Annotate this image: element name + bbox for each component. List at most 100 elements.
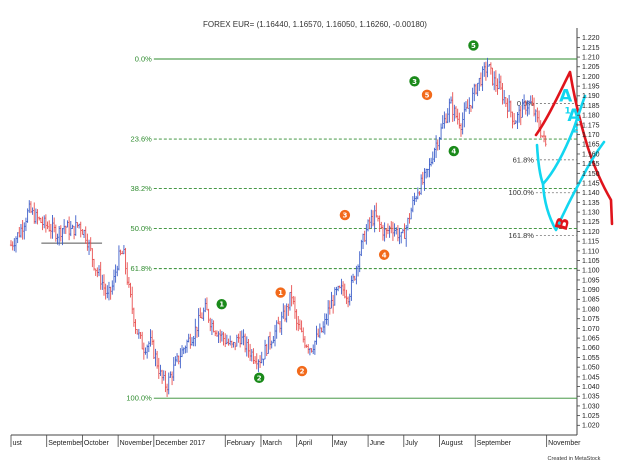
hand-annotation-1: 1 <box>565 106 571 116</box>
y-tick-label: 1.060 <box>582 345 600 352</box>
y-tick-label: 1.165 <box>582 142 600 149</box>
small-fib-level-label: 100.0% <box>508 188 534 197</box>
green-wave-marker-label: 4 <box>451 148 456 156</box>
y-tick-label: 1.220 <box>582 35 600 42</box>
y-tick-label: 1.025 <box>582 413 600 420</box>
y-tick-label: 1.205 <box>582 64 600 71</box>
fib-level-label: 38.2% <box>131 184 153 193</box>
green-wave-marker <box>216 298 227 310</box>
fib-level-label: 23.6% <box>131 135 153 144</box>
price-bars-group <box>9 57 547 397</box>
cyan-correction-path-lower <box>541 140 606 232</box>
x-tick-label: October <box>84 440 110 447</box>
x-tick-label: September <box>477 440 512 447</box>
y-tick-label: 1.145 <box>582 180 600 187</box>
fib-level-label: 61.8% <box>131 264 153 273</box>
green-wave-marker-label: 2 <box>257 374 262 382</box>
x-tick-label: September <box>48 440 83 447</box>
y-tick-label: 1.095 <box>582 277 600 284</box>
y-tick-label: 1.130 <box>582 210 600 217</box>
x-tick-label: July <box>405 440 418 447</box>
y-tick-label: 1.075 <box>582 316 600 323</box>
y-tick-label: 1.200 <box>582 74 600 81</box>
green-wave-marker <box>253 372 265 384</box>
hand-annotation-B: B <box>552 215 575 233</box>
x-tick-label: August <box>441 440 463 447</box>
orange-wave-marker <box>296 365 308 377</box>
x-tick-label: December 2017 <box>155 440 205 447</box>
orange-wave-marker-label: 4 <box>382 251 387 259</box>
y-tick-label: 1.175 <box>582 122 600 129</box>
green-wave-marker-label: 1 <box>219 301 224 309</box>
small-fib-level-label: 161.8% <box>508 231 534 240</box>
green-wave-marker <box>448 145 460 157</box>
small-fib-level-label: 61.8% <box>513 155 535 164</box>
orange-wave-marker-label: 1 <box>278 289 283 297</box>
red-projection-path <box>534 70 614 226</box>
x-tick-label: June <box>370 440 385 447</box>
y-tick-label: 1.150 <box>582 171 600 178</box>
y-tick-label: 1.185 <box>582 103 600 110</box>
y-tick-label: 1.035 <box>582 394 600 401</box>
y-tick-label: 1.120 <box>582 229 600 236</box>
y-tick-label: 1.195 <box>582 84 600 91</box>
y-tick-label: 1.125 <box>582 219 600 226</box>
y-tick-label: 1.100 <box>582 268 600 275</box>
orange-wave-marker <box>421 89 433 101</box>
y-tick-label: 1.155 <box>582 161 600 168</box>
green-wave-marker-label: 5 <box>471 42 476 50</box>
elliott-wave-markers-group: 1 2 3 4 5 1 2 3 4 5 <box>216 40 479 384</box>
y-tick-label: 1.090 <box>582 287 600 294</box>
y-tick-label: 1.170 <box>582 132 600 139</box>
x-tick-label: November <box>120 440 153 447</box>
y-tick-label: 1.065 <box>582 335 600 342</box>
x-tick-label: November <box>548 440 581 447</box>
x-tick-label: February <box>227 440 256 447</box>
y-tick-label: 1.140 <box>582 190 600 197</box>
cyan-correction-path-upper <box>535 94 587 186</box>
fib-level-label: 0.0% <box>135 55 152 64</box>
y-tick-label: 1.030 <box>582 403 600 410</box>
hand-annotation-A: A <box>559 87 573 107</box>
y-tick-label: 1.105 <box>582 258 600 265</box>
y-tick-label: 1.055 <box>582 355 600 362</box>
green-wave-marker-label: 3 <box>412 78 417 86</box>
orange-wave-marker <box>339 209 351 221</box>
orange-wave-marker-label: 2 <box>300 368 305 376</box>
y-tick-label: 1.210 <box>582 54 600 61</box>
x-tick-label: ust <box>13 440 22 447</box>
orange-wave-marker <box>378 249 390 260</box>
metastock-credit: Created in MetaStock <box>548 456 601 462</box>
hand-annotation-A: A <box>567 106 581 126</box>
orange-wave-marker-label: 5 <box>425 91 430 99</box>
chart-title: FOREX EUR= (1.16440, 1.16570, 1.16050, 1… <box>203 20 427 29</box>
y-tick-label: 1.080 <box>582 306 600 313</box>
orange-wave-marker-label: 3 <box>342 212 347 220</box>
green-wave-marker <box>409 76 420 87</box>
y-tick-label: 1.215 <box>582 45 600 52</box>
x-tick-label: April <box>298 440 312 447</box>
orange-wave-marker <box>275 287 286 298</box>
x-tick-label: May <box>334 440 348 447</box>
hand-annotation-2: 2 <box>572 126 578 136</box>
y-tick-label: 1.160 <box>582 151 600 158</box>
fib-level-label: 50.0% <box>131 224 153 233</box>
y-tick-label: 1.020 <box>582 423 600 430</box>
fibonacci-retracement-group: 0.0%23.6%38.2%50.0%61.8%100.0%0.0%61.8%1… <box>126 55 577 403</box>
y-tick-label: 1.115 <box>582 239 599 246</box>
fib-level-label: 100.0% <box>126 394 152 403</box>
y-tick-label: 1.070 <box>582 326 600 333</box>
y-tick-label: 1.180 <box>582 113 600 120</box>
green-wave-marker <box>468 40 479 51</box>
y-tick-label: 1.190 <box>582 93 600 100</box>
y-tick-label: 1.135 <box>582 200 600 207</box>
y-tick-label: 1.050 <box>582 365 600 372</box>
y-tick-label: 1.045 <box>582 374 600 381</box>
y-tick-label: 1.085 <box>582 297 600 304</box>
y-tick-label: 1.110 <box>582 248 599 255</box>
axis-labels-group: 1.220 1.215 1.210 1.205 1.200 1.195 1.190 1.185… <box>10 35 600 447</box>
y-tick-label: 1.040 <box>582 384 600 391</box>
